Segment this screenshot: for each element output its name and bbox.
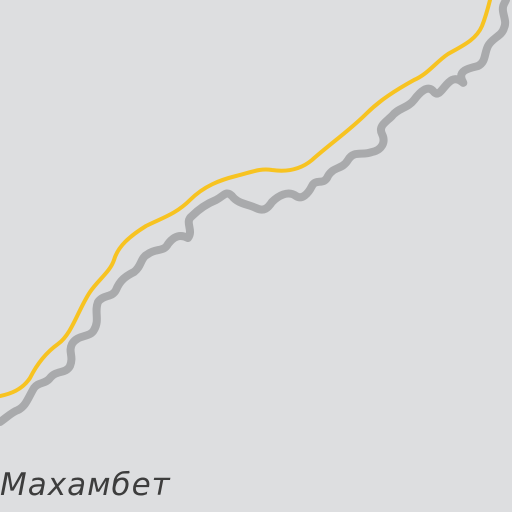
settlement-label[interactable]: Махамбет [0, 467, 171, 503]
river-line [0, 0, 510, 426]
main-road [0, 0, 492, 398]
